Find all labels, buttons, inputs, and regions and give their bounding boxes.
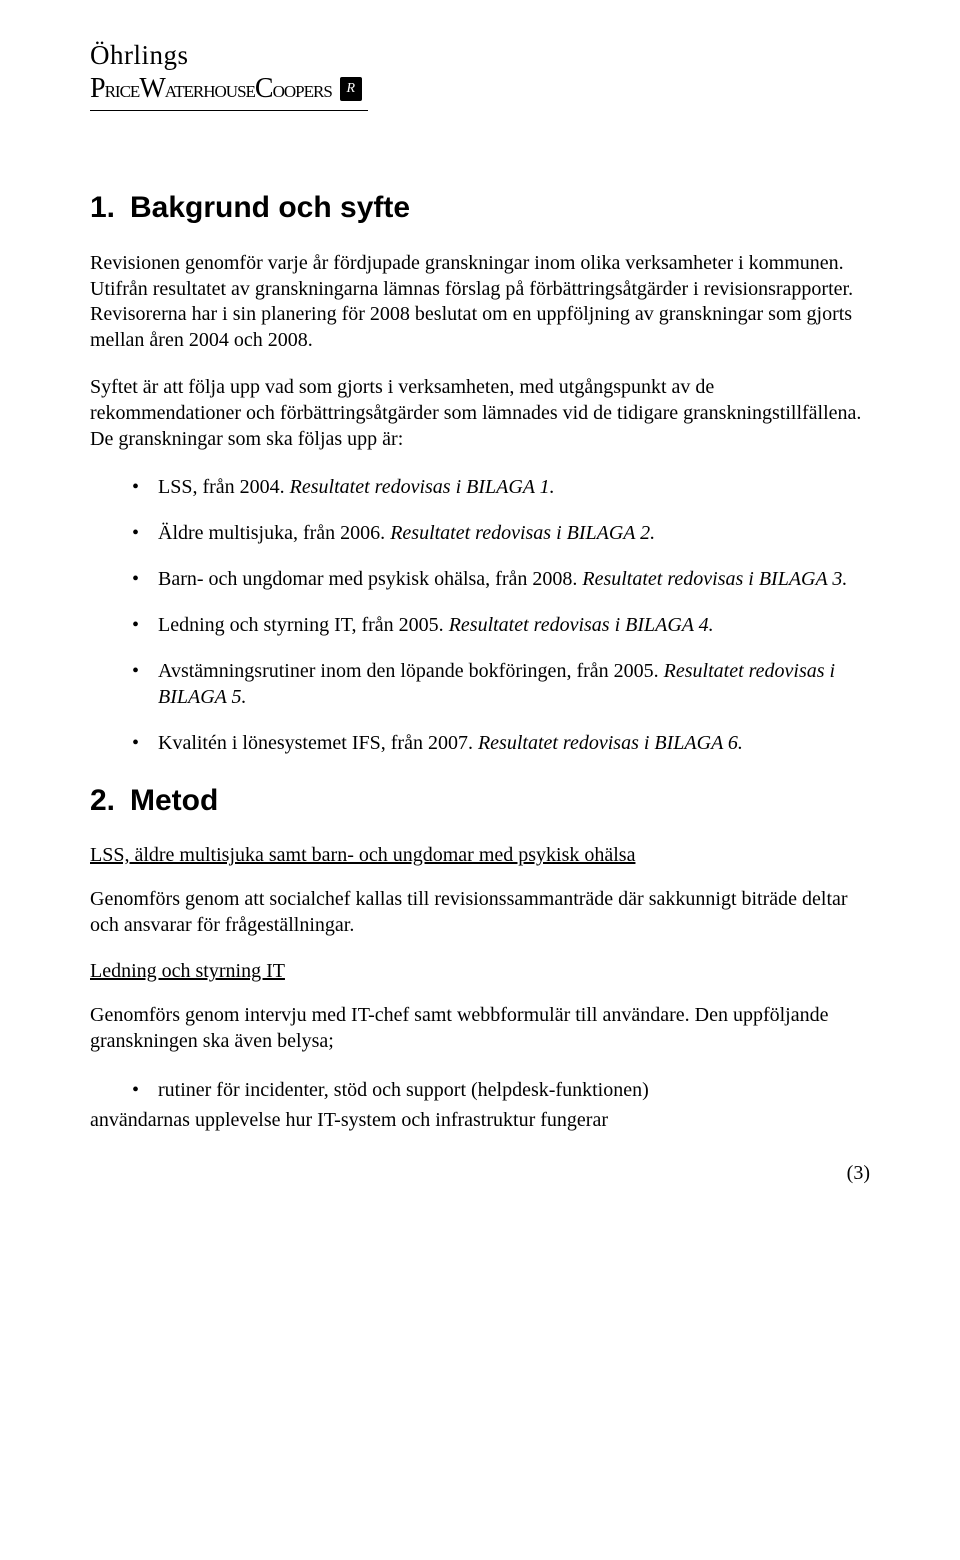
logo-line-1: Öhrlings — [90, 40, 870, 71]
bullet-italic: Resultatet redovisas i BILAGA 3. — [582, 568, 847, 590]
logo-line-2-wrap: PriceWaterhouseCoopers R — [90, 73, 368, 111]
logo-badge-icon: R — [340, 77, 362, 101]
section2-subheading-2: Ledning och styrning IT — [90, 960, 870, 983]
bullet-italic: Resultatet redovisas i BILAGA 2. — [390, 522, 655, 544]
bullet-italic: Resultatet redovisas i BILAGA 4. — [449, 614, 714, 636]
bullet-text: Ledning och styrning IT, från 2005. — [158, 614, 449, 636]
bullet-text: Äldre multisjuka, från 2006. — [158, 522, 390, 544]
section1-paragraph-1: Revisionen genomför varje år fördjupade … — [90, 251, 870, 353]
bullet-italic: Resultatet redovisas i BILAGA 1. — [290, 476, 555, 498]
list-item: LSS, från 2004. Resultatet redovisas i B… — [158, 474, 870, 500]
bullet-text: Avstämningsrutiner inom den löpande bokf… — [158, 660, 664, 682]
document-page: Öhrlings PriceWaterhouseCoopers R 1.Bakg… — [0, 0, 960, 1235]
list-item: rutiner för incidenter, stöd och support… — [158, 1077, 870, 1103]
section2-paragraph-2: Genomförs genom intervju med IT-chef sam… — [90, 1003, 870, 1054]
list-item: Äldre multisjuka, från 2006. Resultatet … — [158, 520, 870, 546]
section1-paragraph-2: Syftet är att följa upp vad som gjorts i… — [90, 375, 870, 452]
heading-1: 1.Bakgrund och syfte — [90, 191, 870, 225]
heading-1-title: Bakgrund och syfte — [130, 191, 410, 224]
bullet-text: Kvalitén i lönesystemet IFS, från 2007. — [158, 732, 478, 754]
bullet-text: rutiner för incidenter, stöd och support… — [158, 1079, 649, 1101]
list-item: Ledning och styrning IT, från 2005. Resu… — [158, 612, 870, 638]
heading-2-title: Metod — [130, 784, 218, 817]
list-item: Barn- och ungdomar med psykisk ohälsa, f… — [158, 566, 870, 592]
bullet-italic: Resultatet redovisas i BILAGA 6. — [478, 732, 743, 754]
list-item: Avstämningsrutiner inom den löpande bokf… — [158, 658, 870, 710]
heading-2: 2.Metod — [90, 784, 870, 818]
heading-1-number: 1. — [90, 191, 130, 225]
section2-paragraph-1: Genomförs genom att socialchef kallas ti… — [90, 887, 870, 938]
company-logo: Öhrlings PriceWaterhouseCoopers R — [90, 40, 870, 111]
heading-2-number: 2. — [90, 784, 130, 818]
section2-subheading-1: LSS, äldre multisjuka samt barn- och ung… — [90, 844, 870, 867]
bullet-text: Barn- och ungdomar med psykisk ohälsa, f… — [158, 568, 582, 590]
page-number: (3) — [90, 1162, 870, 1185]
list-item: Kvalitén i lönesystemet IFS, från 2007. … — [158, 730, 870, 756]
section2-bullet-list: rutiner för incidenter, stöd och support… — [90, 1077, 870, 1103]
section2-trailing-text: användarnas upplevelse hur IT-system och… — [90, 1109, 870, 1132]
section1-bullet-list: LSS, från 2004. Resultatet redovisas i B… — [90, 474, 870, 756]
logo-line-2: PriceWaterhouseCoopers — [90, 73, 332, 105]
bullet-text: LSS, från 2004. — [158, 476, 290, 498]
